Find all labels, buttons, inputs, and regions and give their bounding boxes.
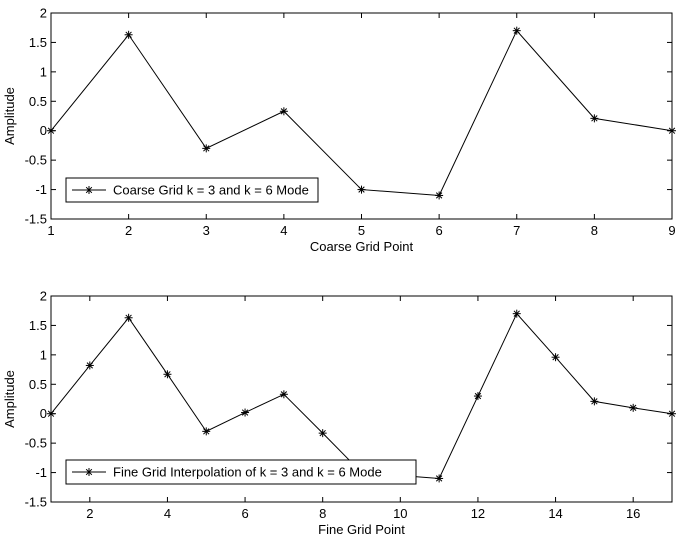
x-axis-label: Fine Grid Point — [318, 522, 405, 537]
y-tick-label: 0 — [40, 406, 47, 421]
data-point — [551, 353, 560, 362]
x-tick-label: 6 — [436, 223, 443, 238]
y-tick-label: 1.5 — [29, 318, 47, 333]
data-point — [473, 392, 482, 401]
y-tick-label: 0.5 — [29, 94, 47, 109]
legend-marker — [85, 186, 93, 194]
y-axis-label: Amplitude — [2, 370, 17, 428]
data-point — [47, 126, 55, 135]
x-axis-label: Coarse Grid Point — [310, 239, 414, 254]
x-tick-label: 3 — [203, 223, 210, 238]
y-tick-label: 0 — [40, 123, 47, 138]
data-point — [318, 429, 327, 438]
data-point — [163, 370, 172, 379]
axes-box — [50, 295, 673, 503]
x-tick-label: 8 — [319, 506, 326, 521]
legend: Fine Grid Interpolation of k = 3 and k =… — [65, 459, 417, 485]
y-tick-label: -1 — [35, 465, 47, 480]
y-tick-label: 0.5 — [29, 377, 47, 392]
y-tick-label: -1.5 — [25, 212, 47, 227]
y-tick-label: 2 — [40, 289, 47, 304]
legend-label: Coarse Grid k = 3 and k = 6 Mode — [113, 183, 309, 198]
data-point — [124, 30, 133, 39]
x-tick-label: 7 — [513, 223, 520, 238]
x-tick-label: 6 — [241, 506, 248, 521]
data-point — [629, 403, 638, 412]
x-tick-label: 12 — [471, 506, 485, 521]
data-point — [124, 313, 133, 322]
fine-grid-plot: 2 4 6 8 10 12 14 16 -1.5 -1 -0.5 0 0.5 1 1.5 2 Fine Grid… — [2, 289, 676, 537]
x-tick-label: 4 — [164, 506, 171, 521]
data-point — [202, 144, 211, 153]
data-point — [357, 185, 366, 194]
coarse-grid-plot: 1 2 3 4 5 6 7 8 9 -1.5 -1 -0.5 0 0.5 1 1.5 2 Coarse Grid … — [2, 6, 676, 254]
data-point — [590, 397, 599, 406]
data-point — [590, 114, 599, 123]
data-point — [47, 409, 55, 418]
data-point — [668, 126, 676, 135]
x-tick-label: 16 — [626, 506, 640, 521]
x-tick-label: 2 — [86, 506, 93, 521]
data-point — [279, 390, 288, 399]
data-point — [512, 26, 521, 35]
y-tick-label: -1.5 — [25, 495, 47, 510]
series-line — [50, 29, 673, 196]
x-tick-label: 4 — [280, 223, 287, 238]
x-tick-label: 9 — [668, 223, 675, 238]
data-point — [512, 309, 521, 318]
x-tick-label: 14 — [548, 506, 562, 521]
data-point — [435, 191, 444, 200]
data-point — [241, 408, 250, 417]
legend-label: Fine Grid Interpolation of k = 3 and k =… — [113, 465, 382, 480]
y-tick-label: -1 — [35, 182, 47, 197]
data-point — [279, 107, 288, 116]
data-point — [435, 474, 444, 483]
y-tick-label: -0.5 — [25, 153, 47, 168]
x-tick-label: 1 — [47, 223, 54, 238]
x-tick-label: 5 — [358, 223, 365, 238]
data-point — [202, 427, 211, 436]
x-tick-label: 8 — [591, 223, 598, 238]
x-tick-label: 2 — [125, 223, 132, 238]
legend-marker — [85, 468, 93, 476]
y-tick-label: 1 — [40, 347, 47, 362]
y-tick-label: 1.5 — [29, 35, 47, 50]
data-point — [85, 361, 94, 370]
y-axis-label: Amplitude — [2, 87, 17, 145]
y-tick-label: 2 — [40, 6, 47, 21]
x-tick-label: 10 — [393, 506, 407, 521]
legend-box — [65, 459, 417, 485]
legend: Coarse Grid k = 3 and k = 6 Mode — [65, 177, 319, 203]
y-tick-label: -0.5 — [25, 436, 47, 451]
legend-box — [65, 177, 319, 203]
data-point — [668, 409, 676, 418]
series-line — [50, 312, 673, 479]
y-tick-label: 1 — [40, 64, 47, 79]
